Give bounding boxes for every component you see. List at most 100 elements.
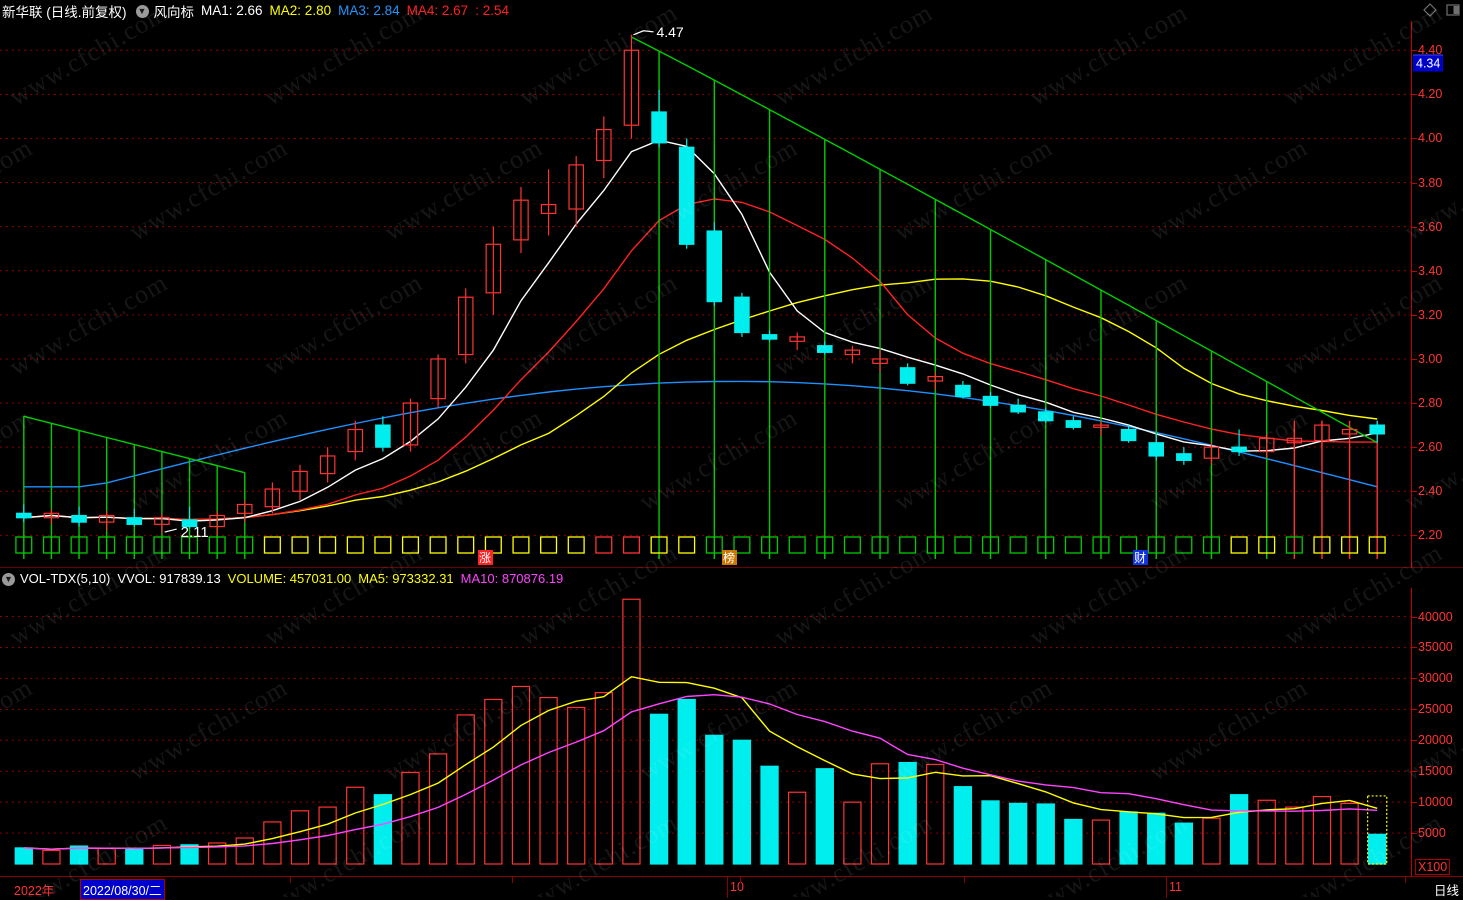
candlestick[interactable] bbox=[1231, 429, 1247, 456]
volume-bar[interactable] bbox=[373, 794, 393, 865]
bottom-marker-box[interactable] bbox=[484, 536, 502, 554]
candlestick[interactable] bbox=[1369, 420, 1385, 443]
bottom-marker-box[interactable] bbox=[981, 536, 1000, 554]
bottom-marker-box[interactable] bbox=[429, 536, 447, 554]
chevron-down-circle-icon[interactable]: ▼ bbox=[135, 5, 149, 18]
candlestick-chart[interactable]: 4.47 2.11 涨 榜 财 bbox=[0, 21, 1411, 567]
volume-bar[interactable] bbox=[926, 763, 945, 865]
bottom-marker-box[interactable] bbox=[622, 536, 640, 554]
candlestick[interactable] bbox=[734, 292, 750, 337]
volume-bar[interactable] bbox=[567, 706, 586, 865]
price-axis[interactable]: 4.40 4.20 4.00 3.80 3.60 3.40 3.20 3.00 2.80 2.60… bbox=[1411, 21, 1463, 567]
bottom-marker-box[interactable] bbox=[15, 536, 33, 554]
bottom-marker-box[interactable] bbox=[125, 536, 143, 554]
candlestick[interactable] bbox=[402, 398, 419, 452]
bottom-marker-box[interactable] bbox=[1230, 536, 1248, 554]
bottom-marker-box[interactable] bbox=[346, 536, 364, 554]
volume-bar[interactable] bbox=[622, 598, 641, 865]
candlestick[interactable] bbox=[1037, 407, 1054, 423]
current-price-badge[interactable]: 4.34 bbox=[1413, 54, 1444, 72]
indicator-name-label[interactable]: 风向标 bbox=[153, 4, 195, 20]
candlestick[interactable] bbox=[927, 372, 944, 390]
candlestick[interactable] bbox=[43, 508, 60, 525]
bottom-marker-box[interactable] bbox=[871, 536, 889, 554]
candlestick[interactable] bbox=[789, 332, 805, 351]
candlestick[interactable] bbox=[209, 511, 225, 536]
selected-date-label[interactable]: 2022/08/30/二 bbox=[80, 879, 165, 900]
candlestick[interactable] bbox=[98, 511, 115, 531]
candlestick[interactable] bbox=[1010, 398, 1026, 415]
candlestick[interactable] bbox=[1203, 442, 1220, 465]
volume-chart-pane[interactable] bbox=[0, 588, 1411, 876]
bottom-marker-box[interactable] bbox=[954, 536, 972, 554]
volume-bar[interactable] bbox=[1147, 812, 1166, 865]
candlestick[interactable] bbox=[1093, 420, 1109, 437]
bottom-marker-box[interactable] bbox=[650, 536, 668, 554]
volume-axis[interactable]: X100 40000 35000 30000 25000 20000 15000 10000… bbox=[1411, 588, 1463, 876]
bottom-marker-box[interactable] bbox=[291, 536, 309, 554]
candlestick[interactable] bbox=[126, 508, 143, 527]
candlestick[interactable] bbox=[678, 138, 695, 249]
bottom-marker-box[interactable] bbox=[1175, 536, 1193, 554]
candlestick[interactable] bbox=[71, 506, 87, 527]
chart-event-marker[interactable]: 财 bbox=[1133, 550, 1148, 565]
bottom-marker-box[interactable] bbox=[457, 536, 475, 554]
stock-name-label[interactable]: 新华联 (日线.前复权) bbox=[2, 4, 127, 20]
volume-bar[interactable] bbox=[207, 842, 227, 865]
candlestick[interactable] bbox=[1176, 447, 1192, 465]
candlestick[interactable] bbox=[236, 500, 253, 523]
bottom-marker-box[interactable] bbox=[761, 536, 779, 554]
candlestick[interactable] bbox=[844, 345, 861, 364]
candlestick[interactable] bbox=[485, 226, 502, 315]
volume-bar[interactable] bbox=[649, 713, 669, 865]
bottom-marker-box[interactable] bbox=[788, 536, 806, 554]
bottom-marker-box[interactable] bbox=[1285, 536, 1303, 554]
volume-bar[interactable] bbox=[456, 714, 475, 865]
candlestick[interactable] bbox=[540, 169, 557, 236]
bottom-marker-box[interactable] bbox=[1120, 536, 1138, 554]
candlestick[interactable] bbox=[1120, 425, 1137, 443]
bottom-marker-box[interactable] bbox=[926, 536, 944, 554]
bottom-marker-box[interactable] bbox=[540, 536, 558, 554]
bottom-marker-box[interactable] bbox=[263, 536, 281, 554]
volume-bar[interactable] bbox=[290, 810, 310, 865]
volume-bar[interactable] bbox=[428, 753, 448, 865]
candlestick[interactable] bbox=[319, 447, 336, 483]
bottom-marker-box[interactable] bbox=[42, 536, 60, 554]
candlestick[interactable] bbox=[706, 222, 723, 307]
candlestick[interactable] bbox=[982, 392, 999, 408]
volume-bar[interactable] bbox=[69, 845, 89, 865]
candlestick[interactable] bbox=[899, 363, 916, 386]
chevron-down-circle-icon-volume[interactable]: ▼ bbox=[2, 573, 15, 586]
bottom-marker-box[interactable] bbox=[1341, 536, 1359, 554]
chart-event-marker[interactable]: 涨 bbox=[478, 550, 493, 565]
volume-bar[interactable] bbox=[1257, 799, 1276, 865]
bottom-marker-box[interactable] bbox=[1147, 536, 1165, 554]
volume-bar[interactable] bbox=[346, 786, 365, 865]
candlestick[interactable] bbox=[16, 504, 32, 523]
volume-bar[interactable] bbox=[97, 847, 116, 865]
candlestick[interactable] bbox=[1148, 433, 1165, 461]
chart-event-marker[interactable]: 榜 bbox=[722, 550, 737, 565]
bottom-marker-box[interactable] bbox=[1037, 536, 1055, 554]
bottom-marker-box[interactable] bbox=[567, 536, 585, 554]
volume-bar[interactable] bbox=[42, 849, 61, 865]
restore-window-icon[interactable] bbox=[1446, 3, 1460, 17]
volume-bar[interactable] bbox=[870, 763, 890, 865]
volume-bar[interactable] bbox=[152, 844, 172, 865]
selected-volume-bar-highlight[interactable] bbox=[1367, 795, 1388, 865]
volume-indicator-title[interactable]: VOL-TDX(5,10) bbox=[20, 571, 111, 586]
volume-bar[interactable] bbox=[981, 800, 1000, 865]
candlestick[interactable] bbox=[1286, 425, 1303, 448]
bottom-marker-box[interactable] bbox=[899, 536, 917, 554]
volume-bar[interactable] bbox=[14, 847, 33, 865]
bottom-marker-box[interactable] bbox=[595, 536, 613, 554]
volume-bar[interactable] bbox=[401, 771, 420, 865]
bottom-marker-box[interactable] bbox=[1368, 536, 1386, 554]
volume-bar[interactable] bbox=[898, 761, 917, 865]
volume-bar[interactable] bbox=[1285, 806, 1304, 865]
bottom-marker-box[interactable] bbox=[98, 536, 116, 554]
bottom-marker-box[interactable] bbox=[512, 536, 530, 554]
candlestick[interactable] bbox=[1065, 416, 1082, 430]
volume-bar[interactable] bbox=[1368, 833, 1387, 865]
